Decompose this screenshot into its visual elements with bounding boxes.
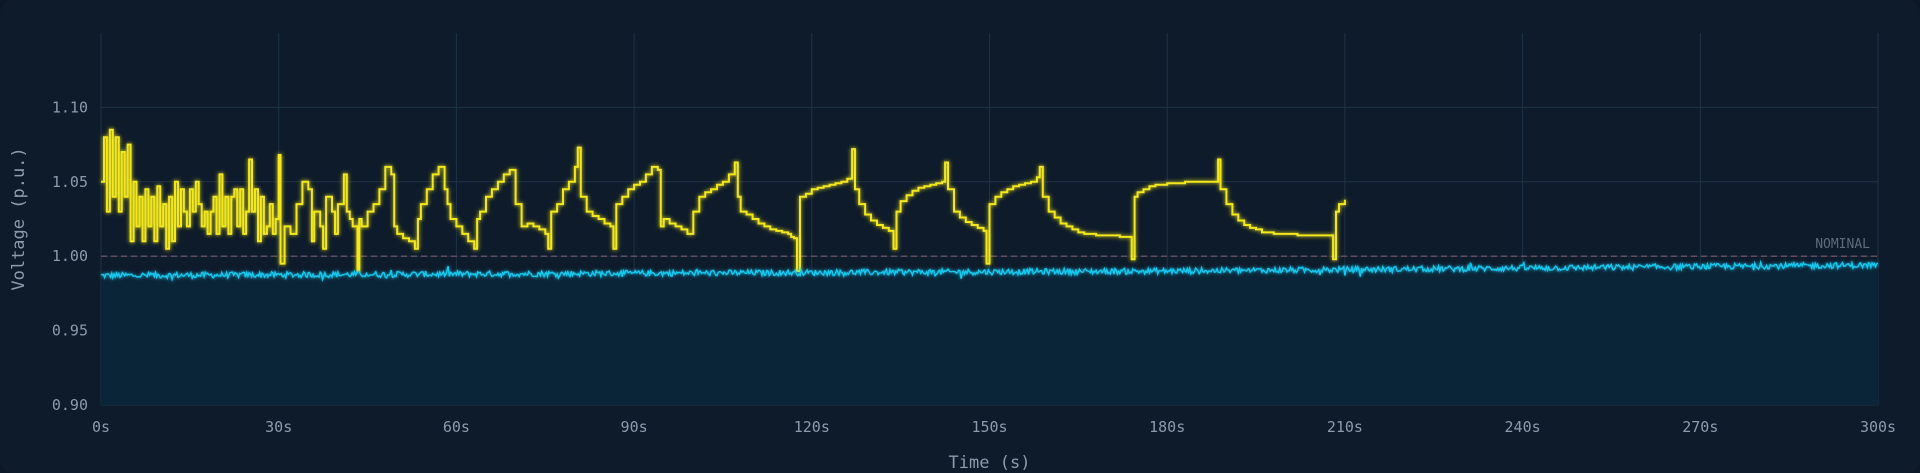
- x-tick-label: 270s: [1682, 418, 1718, 436]
- y-axis-title: Voltage (p.u.): [9, 147, 29, 290]
- series-line-yellow: [101, 128, 1346, 273]
- x-tick-label: 0s: [92, 418, 110, 436]
- y-axis-ticks: 0.90 0.95 1.00 1.05 1.10: [52, 98, 88, 414]
- nominal-reference: NOMINAL: [101, 237, 1878, 257]
- cyan-fill: [101, 262, 1878, 405]
- x-tick-label: 90s: [621, 418, 648, 436]
- y-tick-label: 1.05: [52, 173, 88, 191]
- x-axis-ticks: 0s 30s 60s 90s 120s 150s 180s 210s 240s 270s 300s: [92, 418, 1896, 436]
- x-tick-label: 240s: [1505, 418, 1541, 436]
- x-tick-label: 60s: [443, 418, 470, 436]
- x-tick-label: 210s: [1327, 418, 1363, 436]
- x-tick-label: 120s: [794, 418, 830, 436]
- series-line-cyan: [100, 259, 1879, 283]
- x-tick-label: 180s: [1149, 418, 1185, 436]
- x-axis-title: Time (s): [949, 453, 1031, 473]
- y-tick-label: 0.95: [52, 322, 88, 340]
- y-tick-label: 1.10: [52, 98, 88, 116]
- y-tick-label: 1.00: [52, 247, 88, 265]
- x-tick-label: 150s: [971, 418, 1007, 436]
- y-tick-label: 0.90: [52, 396, 88, 414]
- x-tick-label: 30s: [265, 418, 292, 436]
- nominal-label: NOMINAL: [1815, 237, 1870, 252]
- series-group: [100, 128, 1879, 283]
- fill-area: [101, 262, 1878, 405]
- x-tick-label: 300s: [1860, 418, 1896, 436]
